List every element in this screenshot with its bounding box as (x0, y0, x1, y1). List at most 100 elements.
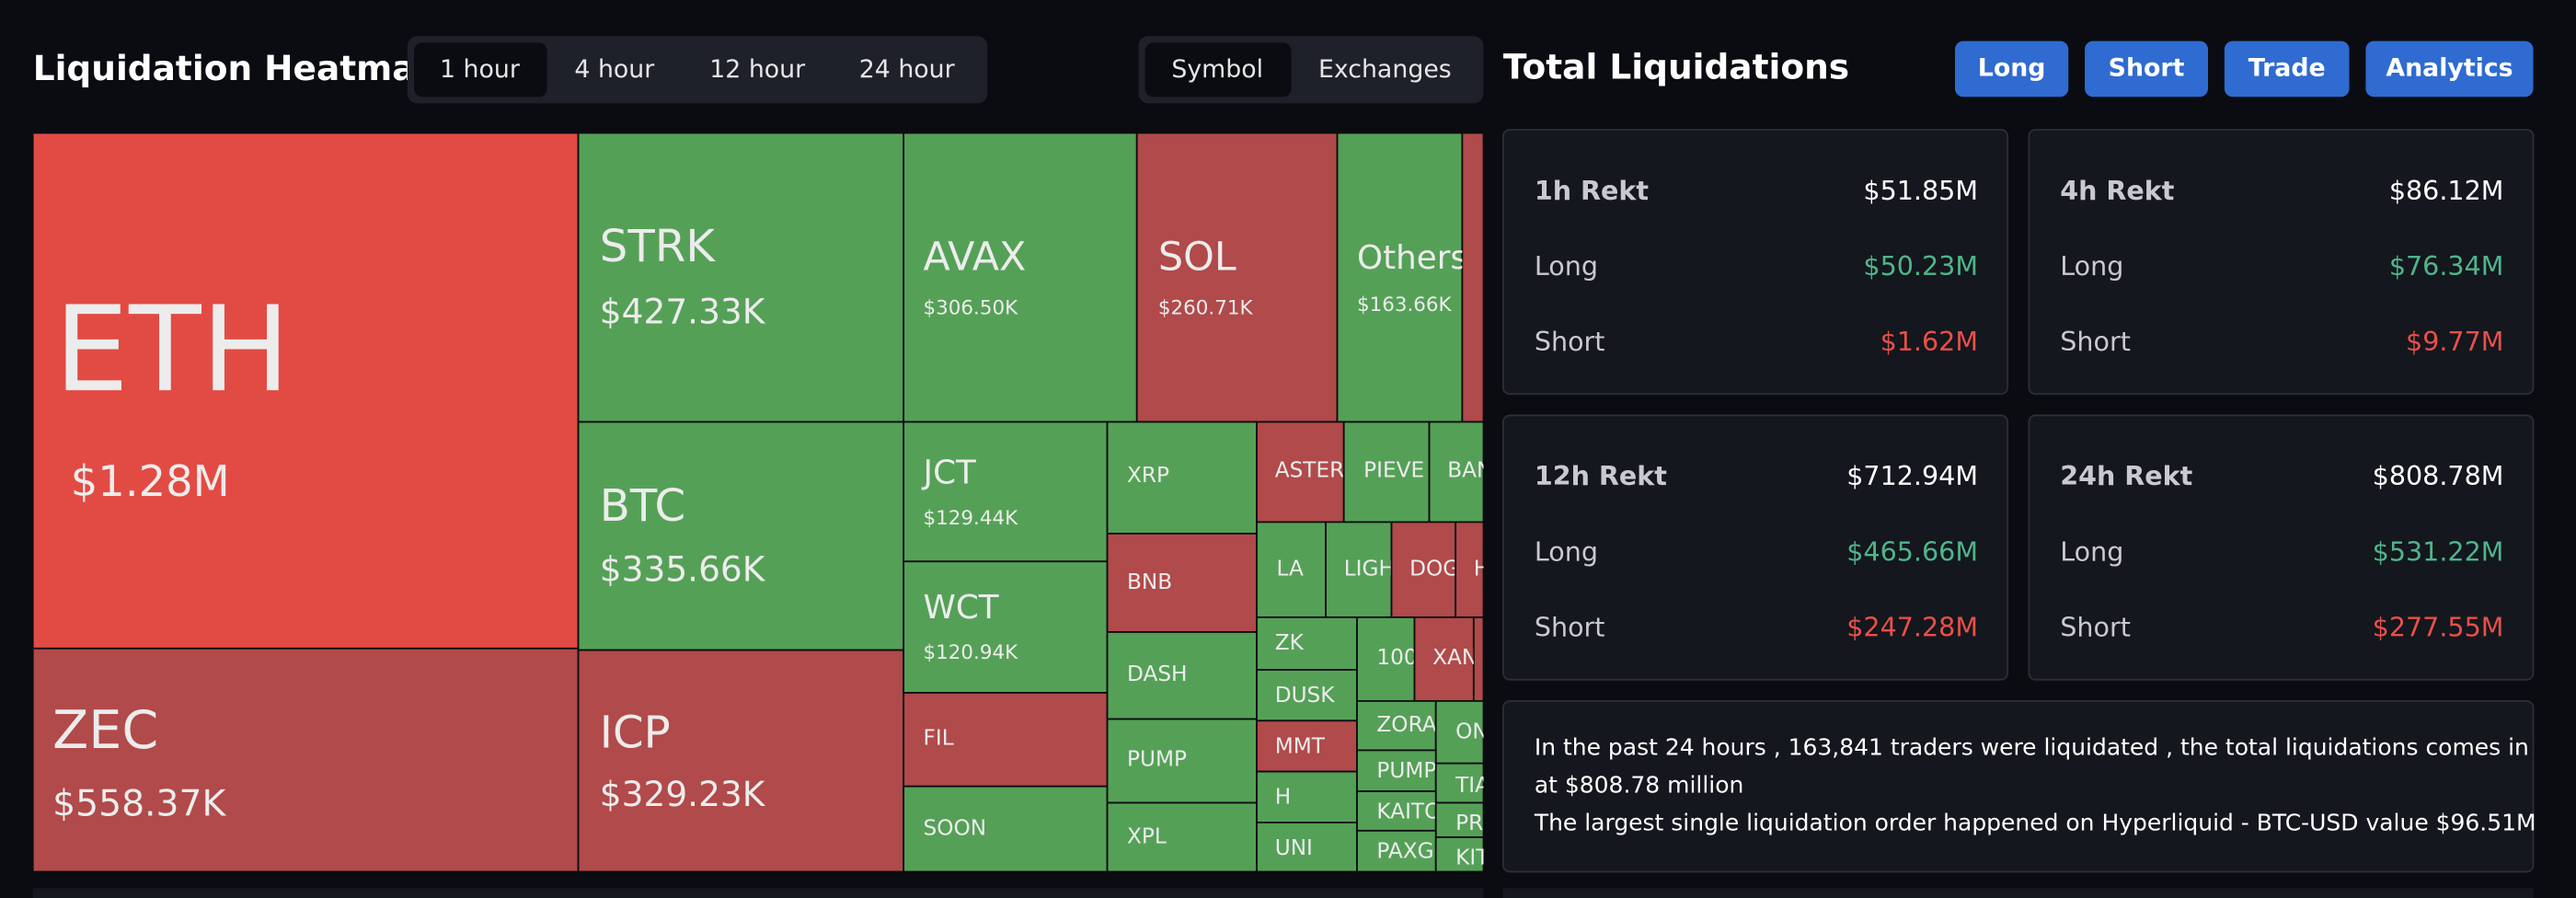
tile-text: XRP (1127, 463, 1169, 488)
tile[interactable] (1256, 770, 1358, 823)
tile[interactable] (1256, 669, 1358, 722)
tile-text: PUMP (1127, 747, 1187, 772)
tile[interactable] (577, 132, 905, 423)
tile[interactable] (1356, 749, 1437, 792)
tile[interactable] (1434, 699, 1485, 765)
button[interactable] (1955, 40, 2069, 98)
tile[interactable] (1135, 132, 1339, 423)
tile-text: DOG (1409, 557, 1455, 581)
tile-text: TIA (1455, 773, 1483, 798)
tile-symbol: PR (1455, 811, 1483, 835)
tile-text: BNB (1127, 570, 1172, 594)
button-label[interactable]: Trade (2248, 53, 2326, 82)
tile-symbol: XRP (1127, 463, 1169, 488)
tile-symbol: ZORA (1376, 712, 1436, 737)
tile-symbol: BAN (1447, 458, 1492, 483)
tile[interactable] (1256, 521, 1327, 618)
tile[interactable] (1356, 829, 1437, 873)
tile-text: LIGH (1344, 557, 1395, 581)
tile-symbol: LA (1277, 557, 1304, 581)
tile[interactable] (31, 647, 580, 873)
tile-text: KAITO (1376, 800, 1435, 824)
tile[interactable] (1413, 616, 1475, 702)
tile-symbol: PUMP (1376, 758, 1436, 783)
button-label[interactable]: Short (2109, 53, 2185, 82)
view-tab[interactable]: Symbol (1171, 55, 1263, 84)
tile-text: ZORA (1376, 712, 1436, 737)
tile[interactable] (1336, 132, 1464, 423)
totals-title: Total Liquidations (1503, 46, 1849, 86)
row-label: Short (2060, 326, 2131, 357)
tile-value: $163.66K (1357, 294, 1453, 317)
tile[interactable] (903, 132, 1138, 423)
tile-symbol: SOON (924, 816, 987, 841)
tile[interactable] (1356, 790, 1437, 832)
tile-text: BAN (1447, 458, 1492, 483)
tile-symbol: LIGH (1344, 557, 1395, 581)
time-tab[interactable]: 4 hour (574, 55, 654, 84)
card-total: $86.12M (2389, 175, 2504, 206)
tile[interactable] (903, 785, 1109, 873)
tile[interactable] (577, 649, 905, 873)
tile[interactable] (1390, 521, 1457, 618)
tile[interactable] (903, 420, 1109, 563)
tile-symbol: PIEVE (1363, 458, 1424, 483)
time-tab[interactable]: 24 hour (859, 55, 955, 84)
row-value: $465.66M (1846, 535, 1978, 567)
tile[interactable] (577, 420, 905, 651)
tile-value: $427.33K (600, 291, 766, 331)
tile[interactable] (1106, 532, 1258, 633)
tile-symbol: 100 (1376, 645, 1417, 670)
tile[interactable] (1434, 762, 1485, 804)
time-tab[interactable]: 1 hour (440, 55, 520, 84)
tile-text: ZK (1275, 630, 1305, 655)
tile-text: LA (1277, 557, 1304, 581)
tile-symbol: AVAX (924, 234, 1027, 280)
tile[interactable] (1342, 420, 1431, 524)
tile-text: JCT $129.44K (922, 455, 1019, 530)
tile-text: ON (1455, 719, 1483, 743)
tile-text: ASTER (1275, 458, 1344, 483)
tile[interactable] (1256, 616, 1358, 671)
tile[interactable] (1434, 801, 1485, 838)
tile-symbol: JCT (922, 455, 976, 492)
card-total: $712.94M (1846, 460, 1978, 491)
time-tab[interactable]: 12 hour (709, 55, 805, 84)
button[interactable] (2365, 40, 2534, 98)
tile-text: UNI (1275, 835, 1313, 860)
card (1502, 129, 2009, 396)
tile[interactable] (1106, 801, 1258, 873)
row-label: Long (2060, 535, 2123, 567)
card-label: 1h Rekt (1535, 175, 1649, 206)
tile[interactable] (1434, 836, 1485, 873)
button-label[interactable]: Analytics (2386, 53, 2513, 82)
heatmap-title: Liquidation Heatmap (33, 48, 441, 88)
card (1502, 414, 2009, 681)
row-value: $247.28M (1846, 611, 1978, 642)
tile-symbol: ZEC (52, 700, 158, 761)
row-value: $9.77M (2406, 326, 2503, 357)
button[interactable] (2224, 40, 2350, 98)
tile-text: AVAX $306.50K (924, 234, 1027, 319)
button[interactable] (2085, 40, 2208, 98)
summary-line: In the past 24 hours , 163,841 traders w… (1535, 734, 2529, 761)
tile-symbol: DASH (1127, 662, 1187, 686)
tile-text: KIT (1455, 846, 1483, 870)
row-label: Short (1535, 326, 1605, 357)
tile[interactable] (1106, 631, 1258, 720)
tile-symbol: H (1474, 557, 1489, 581)
tile-text: XPL (1127, 823, 1167, 848)
tile-symbol: ETH (54, 282, 290, 419)
row-value: $1.62M (1880, 326, 1978, 357)
button-label[interactable]: Long (1978, 53, 2046, 82)
tile[interactable] (1356, 616, 1416, 702)
view-tab[interactable]: Exchanges (1318, 55, 1452, 84)
tile[interactable] (1256, 420, 1345, 524)
tile[interactable] (903, 560, 1109, 694)
tile-symbol: PUMP (1127, 747, 1187, 772)
tile[interactable] (31, 132, 580, 650)
tile-symbol: UNI (1275, 835, 1313, 860)
tile[interactable] (1455, 521, 1485, 618)
row-label: Long (1535, 250, 1598, 282)
